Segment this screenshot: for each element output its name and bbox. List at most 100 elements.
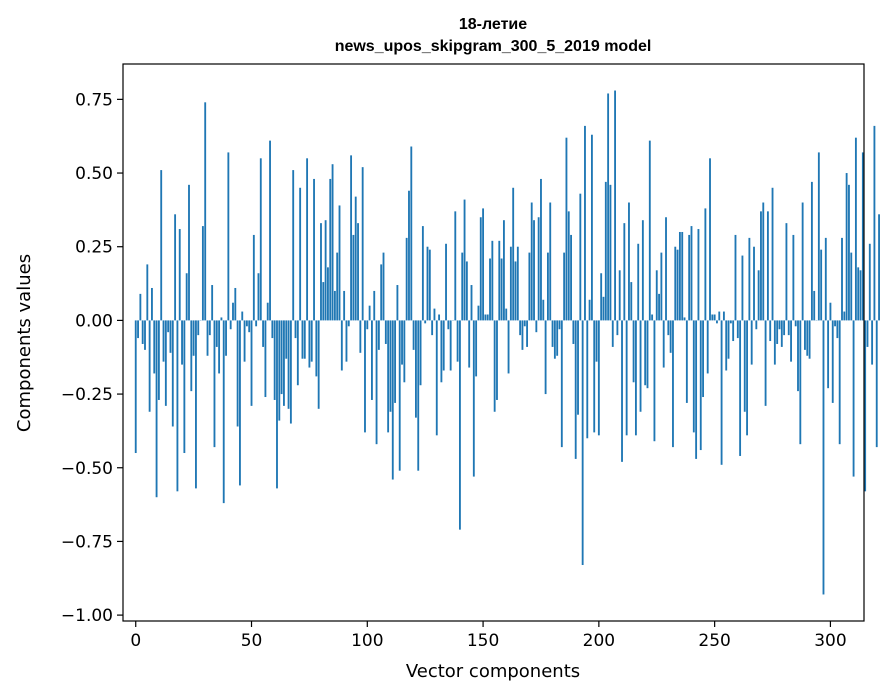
bar-242 bbox=[695, 320, 698, 459]
bar-152 bbox=[486, 314, 489, 321]
bar-113 bbox=[396, 285, 399, 321]
bar-68 bbox=[292, 170, 295, 321]
x-tick-label-0: 0 bbox=[130, 631, 141, 651]
bar-138 bbox=[454, 211, 457, 321]
bar-10 bbox=[157, 320, 160, 400]
bar-264 bbox=[746, 320, 748, 436]
bar-0 bbox=[134, 320, 137, 454]
bar-41 bbox=[229, 320, 232, 330]
bar-304 bbox=[838, 320, 841, 445]
bar-211 bbox=[623, 223, 626, 321]
bar-192 bbox=[579, 193, 582, 321]
bar-63 bbox=[280, 320, 283, 395]
bar-54 bbox=[259, 158, 262, 321]
bar-292 bbox=[810, 181, 813, 321]
bar-98 bbox=[361, 167, 364, 321]
bar-300 bbox=[829, 302, 832, 321]
bar-257 bbox=[729, 320, 732, 324]
bar-164 bbox=[514, 261, 517, 321]
bar-143 bbox=[465, 261, 468, 321]
bar-110 bbox=[389, 320, 392, 412]
bar-301 bbox=[831, 320, 834, 403]
bar-44 bbox=[236, 320, 239, 427]
bar-173 bbox=[535, 320, 538, 333]
bar-36 bbox=[218, 320, 221, 374]
bar-176 bbox=[542, 299, 545, 321]
bar-90 bbox=[343, 290, 346, 321]
bar-248 bbox=[709, 158, 711, 321]
bar-206 bbox=[611, 320, 614, 347]
bar-88 bbox=[338, 205, 341, 321]
bar-75 bbox=[308, 320, 311, 368]
bar-67 bbox=[289, 320, 292, 424]
bar-99 bbox=[364, 320, 366, 433]
bar-309 bbox=[850, 252, 853, 321]
bar-195 bbox=[586, 320, 589, 439]
bar-58 bbox=[269, 140, 271, 321]
bar-166 bbox=[519, 320, 522, 336]
bar-132 bbox=[440, 320, 443, 383]
bar-315 bbox=[864, 320, 867, 492]
bar-83 bbox=[327, 267, 329, 321]
bar-148 bbox=[477, 305, 480, 321]
bar-21 bbox=[183, 320, 186, 454]
y-tick-label-6: −0.75 bbox=[61, 532, 113, 552]
bar-20 bbox=[181, 320, 183, 365]
bar-33 bbox=[211, 285, 214, 321]
bar-118 bbox=[408, 190, 410, 321]
bar-245 bbox=[702, 320, 704, 398]
bar-93 bbox=[350, 155, 353, 321]
bar-157 bbox=[498, 240, 501, 321]
bar-123 bbox=[419, 320, 422, 386]
bar-19 bbox=[178, 229, 181, 321]
bar-119 bbox=[410, 146, 413, 321]
bar-291 bbox=[808, 320, 811, 359]
bar-127 bbox=[428, 249, 431, 321]
x-axis-label: Vector components bbox=[406, 661, 580, 682]
bar-37 bbox=[220, 317, 223, 321]
bar-191 bbox=[577, 320, 579, 415]
bar-16 bbox=[171, 320, 174, 427]
bar-102 bbox=[371, 320, 373, 400]
bar-189 bbox=[572, 320, 575, 344]
bar-233 bbox=[674, 246, 677, 321]
bar-112 bbox=[394, 320, 397, 403]
bar-121 bbox=[415, 320, 417, 418]
bar-274 bbox=[769, 320, 772, 342]
bar-219 bbox=[641, 220, 644, 321]
bar-234 bbox=[676, 249, 679, 321]
bar-308 bbox=[848, 184, 850, 321]
bar-158 bbox=[500, 258, 503, 321]
bar-73 bbox=[303, 320, 306, 359]
bar-290 bbox=[806, 320, 809, 356]
bar-199 bbox=[595, 320, 598, 362]
bar-271 bbox=[762, 202, 765, 321]
bar-32 bbox=[208, 320, 211, 336]
bar-244 bbox=[699, 320, 702, 451]
bar-69 bbox=[294, 320, 297, 339]
y-tick-label-4: −0.25 bbox=[61, 385, 113, 405]
bar-174 bbox=[537, 217, 540, 321]
bar-190 bbox=[574, 320, 577, 459]
bar-267 bbox=[753, 246, 755, 321]
bar-204 bbox=[607, 93, 610, 321]
bar-293 bbox=[813, 290, 816, 321]
bar-79 bbox=[317, 320, 320, 409]
bar-29 bbox=[201, 226, 204, 321]
bar-111 bbox=[391, 320, 394, 480]
bar-167 bbox=[521, 320, 524, 350]
bar-197 bbox=[590, 134, 593, 321]
bar-178 bbox=[546, 252, 549, 321]
bar-277 bbox=[776, 320, 779, 344]
bar-276 bbox=[773, 320, 776, 365]
bar-89 bbox=[340, 320, 343, 371]
bar-225 bbox=[655, 270, 658, 321]
bar-297 bbox=[822, 320, 825, 595]
bar-266 bbox=[750, 320, 753, 365]
bar-224 bbox=[653, 320, 656, 442]
bar-269 bbox=[757, 270, 760, 321]
bar-223 bbox=[651, 314, 654, 321]
bar-64 bbox=[283, 320, 285, 406]
bar-91 bbox=[345, 320, 348, 362]
bar-147 bbox=[475, 320, 478, 377]
